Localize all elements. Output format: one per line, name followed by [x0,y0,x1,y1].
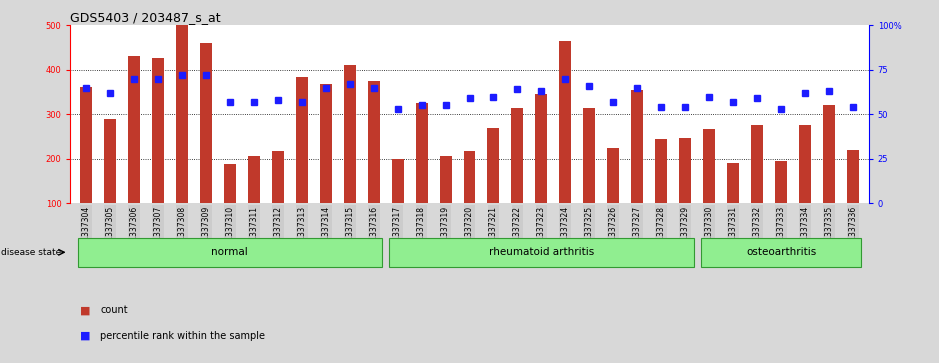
Bar [223,164,236,248]
Bar [271,151,284,248]
Bar [824,105,835,248]
Bar [583,108,595,248]
Text: normal: normal [211,247,248,257]
Text: GDS5403 / 203487_s_at: GDS5403 / 203487_s_at [70,11,221,24]
Text: disease state: disease state [1,248,61,257]
Bar [679,138,691,248]
Bar [128,56,140,248]
Bar [487,128,500,248]
Bar [344,65,356,248]
Bar [464,151,475,248]
Bar [847,150,859,248]
Bar [104,119,115,248]
Text: count: count [100,305,128,315]
Bar [751,126,763,248]
Bar [560,41,571,248]
FancyBboxPatch shape [78,237,382,267]
Bar [727,163,739,248]
FancyBboxPatch shape [389,237,694,267]
Bar [296,77,308,248]
Bar [703,129,716,248]
Bar [248,156,260,248]
Text: ■: ■ [80,331,90,341]
Bar [631,90,643,248]
Text: osteoarthritis: osteoarthritis [746,247,816,257]
Bar [152,58,164,248]
Bar [439,156,452,248]
Bar [319,84,331,248]
Bar [416,103,427,248]
Bar [512,108,523,248]
Bar [392,159,404,248]
Bar [775,161,787,248]
Bar [176,25,188,248]
Text: percentile rank within the sample: percentile rank within the sample [100,331,266,341]
Bar [608,148,620,248]
Bar [80,87,92,248]
Bar [655,139,668,248]
Bar [799,126,811,248]
Bar [368,81,379,248]
Bar [200,43,212,248]
FancyBboxPatch shape [700,237,861,267]
Text: ■: ■ [80,305,90,315]
Bar [535,94,547,248]
Text: rheumatoid arthritis: rheumatoid arthritis [489,247,594,257]
